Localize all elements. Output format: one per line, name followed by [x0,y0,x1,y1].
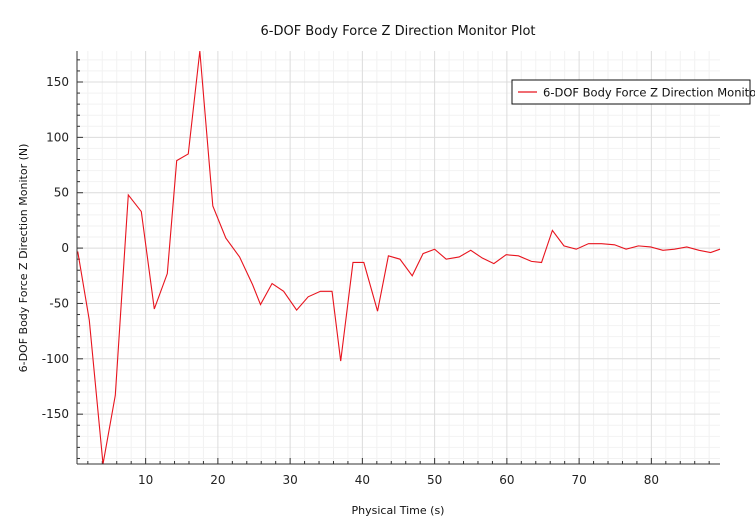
x-tick-label: 30 [282,473,297,487]
x-tick-label: 50 [427,473,442,487]
legend: 6-DOF Body Force Z Direction Monitor [511,79,755,105]
y-tick-labels: 150 100 50 0 -50 -100 -150 [42,75,69,421]
y-tick-label: -100 [42,352,69,366]
x-tick-label: 80 [644,473,659,487]
y-tick-label: 0 [61,241,69,255]
y-tick-label: -50 [49,296,69,310]
x-tick-label: 70 [571,473,586,487]
y-tick-label: -150 [42,407,69,421]
chart-title: 6-DOF Body Force Z Direction Monitor Plo… [260,24,535,39]
series-line [77,50,721,465]
grid-lines [77,51,720,464]
x-tick-label: 10 [138,473,153,487]
y-tick-label: 150 [46,75,69,89]
y-tick-label: 100 [46,130,69,144]
x-tick-label: 20 [210,473,225,487]
legend-label: 6-DOF Body Force Z Direction Monitor [543,86,755,100]
plot-area [77,51,720,464]
x-tick-labels: 10 20 30 40 50 60 70 80 [138,473,659,487]
x-tick-label: 60 [499,473,514,487]
x-tick-label: 40 [355,473,370,487]
legend-box [511,79,751,105]
y-axis-label: 6-DOF Body Force Z Direction Monitor (N) [17,144,30,373]
x-axis-label: Physical Time (s) [352,504,445,517]
y-tick-label: 50 [54,186,69,200]
data-layer [77,50,721,465]
